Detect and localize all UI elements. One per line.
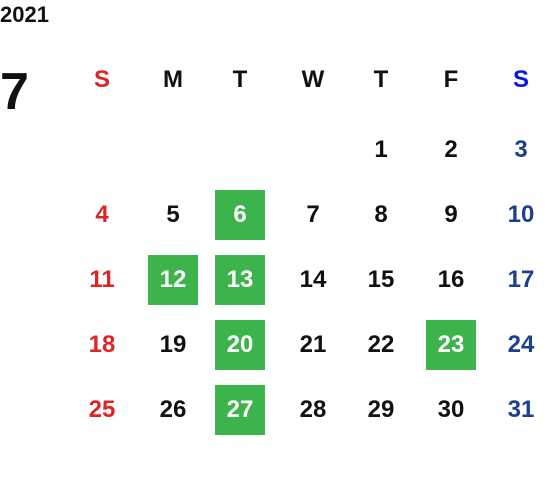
day: 19 xyxy=(159,331,187,358)
weekday: T xyxy=(232,66,248,93)
day: 31 xyxy=(507,396,535,423)
day: 30 xyxy=(437,396,465,423)
day: 11 xyxy=(89,266,115,293)
day: 5 xyxy=(166,201,180,228)
day: 2 xyxy=(444,136,458,163)
weekday: M xyxy=(163,66,183,93)
weekday: S xyxy=(512,66,529,93)
month: 7 xyxy=(0,63,29,121)
day: 17 xyxy=(507,266,535,293)
day: 10 xyxy=(507,201,535,228)
weekday: W xyxy=(301,66,325,93)
day: 21 xyxy=(299,331,327,358)
year: 2021 xyxy=(0,2,49,27)
day: 15 xyxy=(367,266,395,293)
highlighted-day: 20 xyxy=(215,320,265,370)
day: 24 xyxy=(507,331,535,358)
day: 1 xyxy=(374,136,388,163)
day: 16 xyxy=(437,266,465,293)
day: 8 xyxy=(374,201,388,228)
weekday: F xyxy=(443,66,459,93)
day: 26 xyxy=(159,396,187,423)
day: 9 xyxy=(444,201,458,228)
highlighted-day: 27 xyxy=(215,385,265,435)
day: 22 xyxy=(367,331,395,358)
day: 3 xyxy=(514,136,528,163)
highlighted-day: 23 xyxy=(426,320,476,370)
day: 7 xyxy=(306,201,320,228)
day: 4 xyxy=(95,201,109,228)
day: 29 xyxy=(367,396,395,423)
weekday: T xyxy=(373,66,389,93)
day: 28 xyxy=(299,396,327,423)
day: 25 xyxy=(88,396,116,423)
highlighted-day: 6 xyxy=(215,190,265,240)
day: 14 xyxy=(299,266,327,293)
highlighted-day: 12 xyxy=(148,255,198,305)
day: 18 xyxy=(88,331,116,358)
highlighted-day: 13 xyxy=(215,255,265,305)
weekday: S xyxy=(93,66,110,93)
